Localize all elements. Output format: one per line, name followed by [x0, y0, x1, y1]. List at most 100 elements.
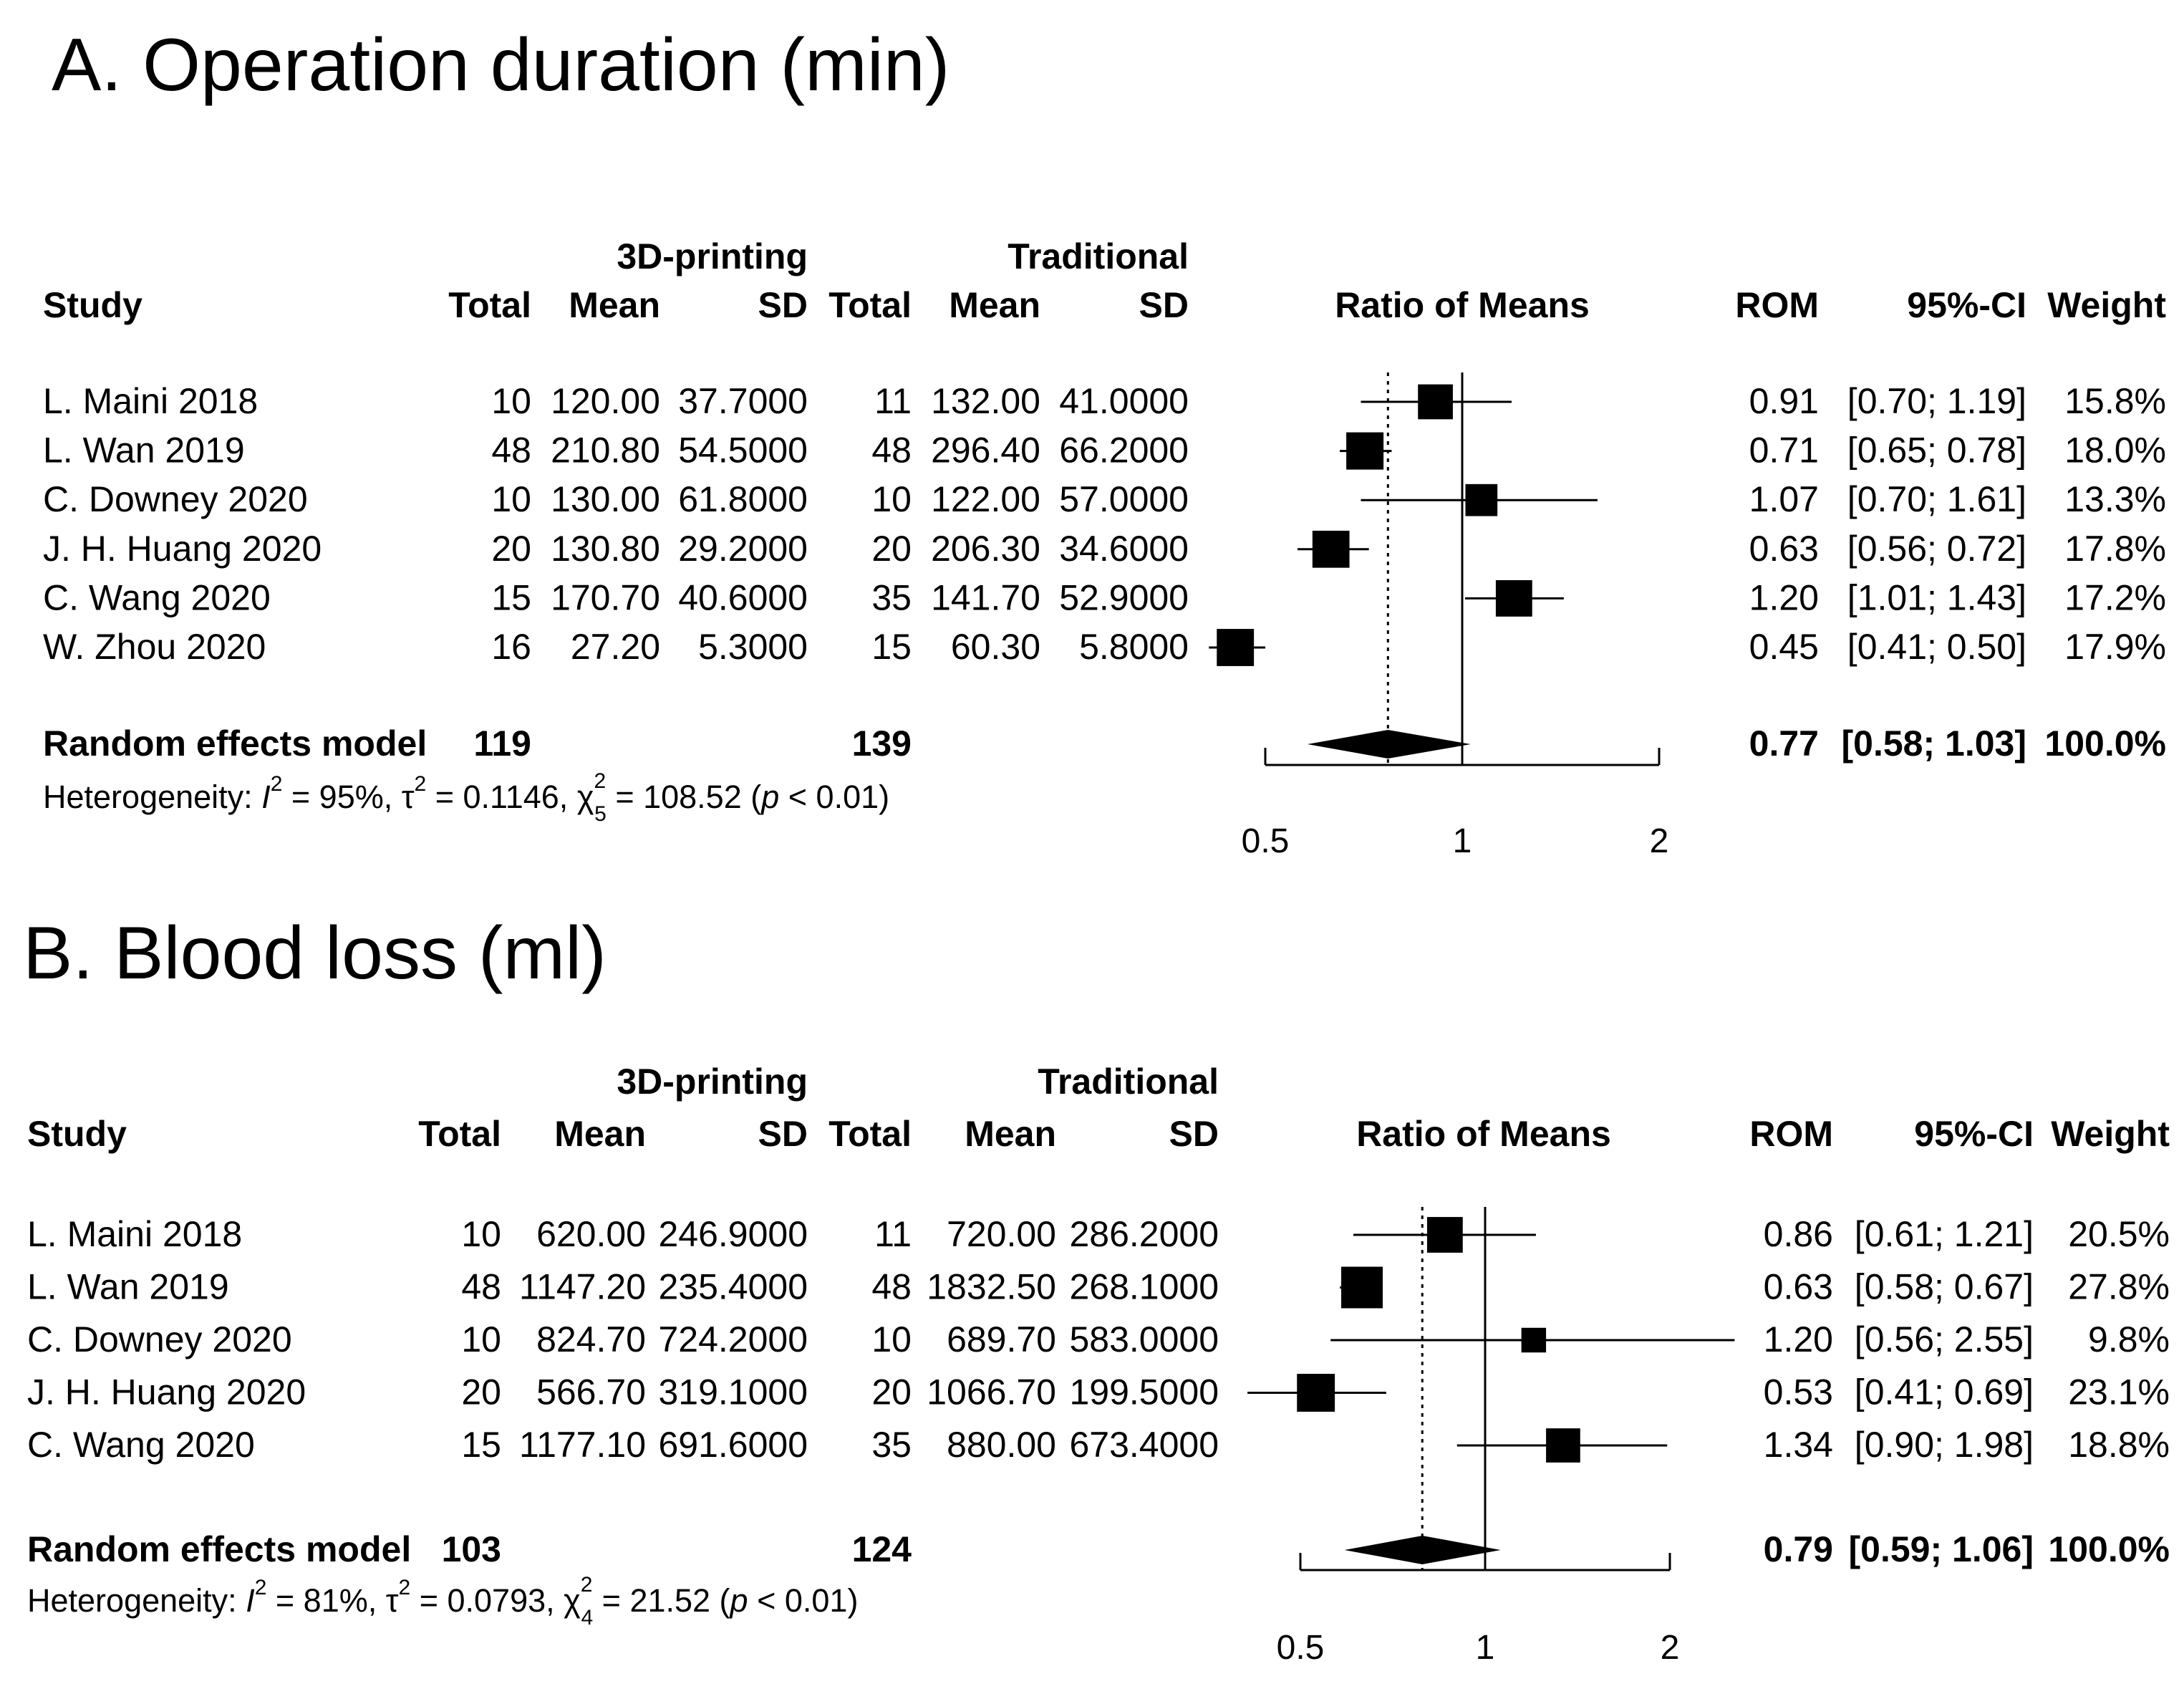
pooled-ci-value: [0.58; 1.03]	[1842, 723, 2026, 764]
pooled-diamond	[1307, 730, 1471, 759]
ci-value: [1.01; 1.43]	[1847, 577, 2026, 617]
table-row: C. Downey 2020 10 130.00 61.8000 10 122.00 57.…	[43, 479, 2166, 519]
ctrl-total: 20	[871, 1372, 912, 1412]
exp-total: 16	[491, 627, 531, 667]
ci-value: [0.56; 2.55]	[1855, 1319, 2034, 1359]
study-effect-square	[1297, 1374, 1335, 1412]
pooled-rom-value: 0.77	[1749, 723, 1819, 764]
ctrl-total: 10	[871, 479, 912, 519]
study-effect-square	[1465, 483, 1498, 516]
exp-sd: 5.3000	[698, 627, 808, 667]
ctrl-sd: 673.4000	[1069, 1425, 1219, 1465]
exp-sd: 246.9000	[658, 1214, 808, 1254]
pooled-exp-total: 119	[473, 723, 531, 764]
ctrl-total: 11	[874, 1214, 912, 1254]
table-row: L. Wan 2019 48 1147.20 235.4000 48 1832.50 268…	[27, 1267, 2170, 1307]
ctrl-total: 35	[871, 577, 912, 617]
pooled-row: Random effects model 119 139 0.77 [0.58; 1.0…	[43, 723, 2166, 764]
ci-value: [0.61; 1.21]	[1855, 1214, 2034, 1254]
exp-total: 48	[491, 430, 531, 471]
exp-mean: 1177.10	[519, 1425, 646, 1465]
ctrl-group-header: Traditional	[1008, 236, 1189, 276]
exp-total: 20	[491, 529, 531, 569]
x-axis-tick-label: 1	[1453, 822, 1472, 860]
table-row: L. Wan 2019 48 210.80 54.5000 48 296.40 66.200…	[43, 430, 2166, 471]
col-header-weight: Weight	[2051, 1114, 2170, 1154]
study-effect-square	[1546, 1428, 1580, 1463]
ctrl-total: 48	[871, 1267, 912, 1307]
col-header-rom: ROM	[1749, 1114, 1833, 1154]
exp-mean: 130.00	[551, 479, 660, 519]
exp-total: 20	[461, 1372, 501, 1412]
study-name: L. Wan 2019	[27, 1267, 229, 1307]
ctrl-total: 15	[871, 627, 912, 667]
col-header-effect: Ratio of Means	[1335, 285, 1590, 325]
ci-value: [0.70; 1.61]	[1847, 479, 2026, 519]
exp-total: 10	[491, 381, 531, 421]
ctrl-sd: 34.6000	[1059, 529, 1189, 569]
study-name: W. Zhou 2020	[43, 627, 266, 667]
study-name: J. H. Huang 2020	[27, 1372, 306, 1412]
ctrl-total: 48	[871, 430, 912, 471]
exp-mean: 170.70	[551, 577, 660, 617]
study-name: L. Wan 2019	[43, 430, 245, 471]
col-header-rom: ROM	[1735, 285, 1819, 325]
exp-total: 15	[491, 577, 531, 617]
weight-value: 18.8%	[2068, 1425, 2170, 1465]
rom-value: 1.20	[1764, 1319, 1833, 1359]
ctrl-sd: 41.0000	[1059, 381, 1189, 421]
exp-total: 10	[461, 1319, 501, 1359]
ctrl-mean: 720.00	[947, 1214, 1056, 1254]
col-header-ctrl-mean: Mean	[965, 1114, 1056, 1154]
exp-group-header: 3D-printing	[617, 236, 808, 276]
exp-sd: 691.6000	[658, 1425, 808, 1465]
panel-title: A. Operation duration (min)	[52, 24, 950, 107]
col-header-ci: 95%-CI	[1907, 285, 2026, 325]
table-row: L. Maini 2018 10 120.00 37.7000 11 132.00 41.0…	[43, 381, 2166, 421]
exp-mean: 1147.20	[519, 1267, 646, 1307]
col-header-study: Study	[43, 285, 142, 325]
ctrl-mean: 296.40	[931, 430, 1040, 471]
study-name: L. Maini 2018	[27, 1214, 242, 1254]
pooled-label: Random effects model	[27, 1529, 411, 1569]
rom-value: 0.53	[1764, 1372, 1833, 1412]
panel-title: B. Blood loss (ml)	[23, 912, 607, 995]
ci-value: [0.41; 0.69]	[1855, 1372, 2034, 1412]
exp-total: 10	[461, 1214, 501, 1254]
pooled-diamond	[1344, 1536, 1501, 1564]
ctrl-total: 11	[874, 381, 912, 421]
rom-value: 0.63	[1764, 1267, 1833, 1307]
table-row: L. Maini 2018 10 620.00 246.9000 11 720.00 286…	[27, 1214, 2170, 1254]
col-header-ctrl-total: Total	[828, 285, 912, 325]
exp-sd: 40.6000	[678, 577, 808, 617]
rom-value: 0.91	[1749, 381, 1819, 421]
weight-value: 23.1%	[2068, 1372, 2170, 1412]
heterogeneity-stats: Heterogeneity: I2 = 95%, τ2 = 0.1146, χ2…	[43, 769, 889, 826]
col-header-exp-total: Total	[448, 285, 531, 325]
rom-value: 1.34	[1764, 1425, 1833, 1465]
ctrl-sd: 583.0000	[1069, 1319, 1219, 1359]
pooled-row: Random effects model 103 124 0.79 [0.59; 1.0…	[27, 1529, 2170, 1569]
study-effect-square	[1426, 1217, 1463, 1253]
ctrl-mean: 60.30	[951, 627, 1040, 667]
exp-mean: 620.00	[536, 1214, 646, 1254]
table-row: W. Zhou 2020 16 27.20 5.3000 15 60.30 5.8000 0.…	[43, 627, 2166, 667]
weight-value: 17.2%	[2064, 577, 2166, 617]
exp-sd: 61.8000	[678, 479, 808, 519]
col-header-exp-sd: SD	[758, 1114, 808, 1154]
pooled-ctrl-total: 139	[852, 723, 912, 764]
exp-group-header: 3D-printing	[617, 1062, 808, 1102]
table-row: C. Downey 2020 10 824.70 724.2000 10 689.70 58…	[27, 1319, 2170, 1359]
heterogeneity-stats: Heterogeneity: I2 = 81%, τ2 = 0.0793, χ2…	[27, 1573, 858, 1630]
study-effect-square	[1312, 530, 1350, 568]
exp-total: 48	[461, 1267, 501, 1307]
ctrl-sd: 5.8000	[1079, 627, 1189, 667]
exp-sd: 319.1000	[658, 1372, 808, 1412]
col-header-ctrl-mean: Mean	[949, 285, 1040, 325]
exp-mean: 824.70	[536, 1319, 646, 1359]
ctrl-mean: 206.30	[931, 529, 1040, 569]
study-name: C. Wang 2020	[43, 577, 271, 617]
weight-value: 17.8%	[2064, 529, 2166, 569]
weight-value: 13.3%	[2064, 479, 2166, 519]
